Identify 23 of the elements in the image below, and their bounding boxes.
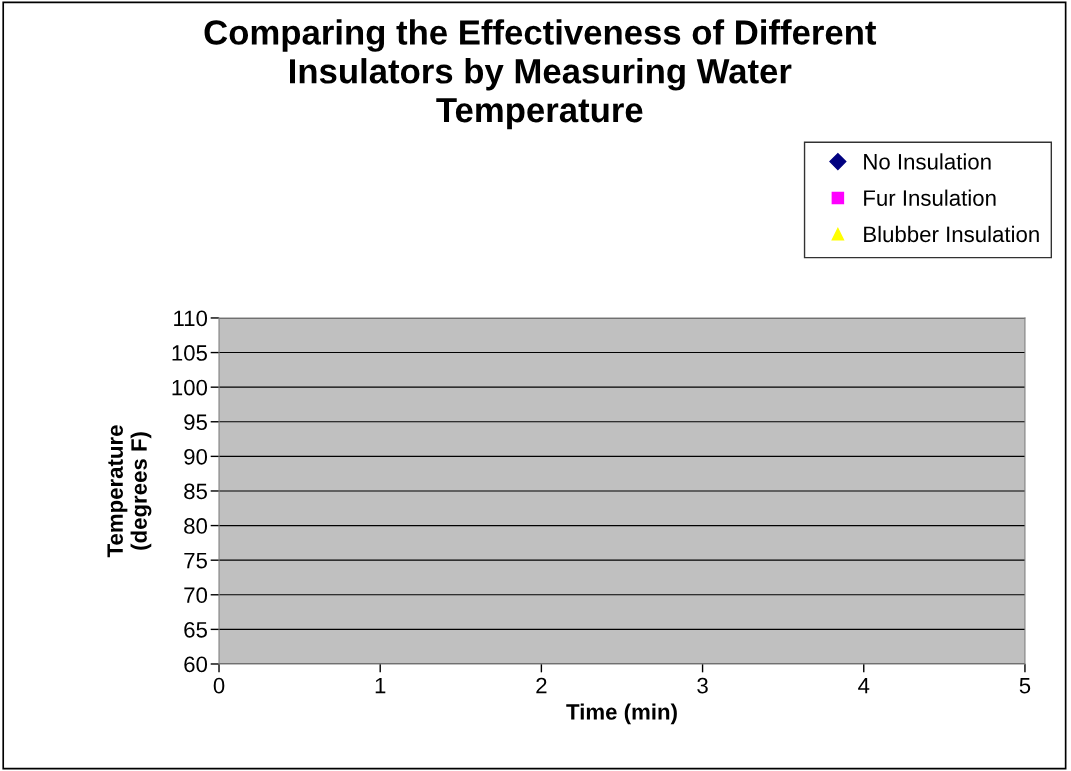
legend-label: Blubber Insulation (864, 225, 1039, 243)
y-tick-label: 65 (184, 621, 207, 638)
x-tick-label: 0 (213, 677, 225, 694)
y-tick-label: 95 (184, 414, 207, 431)
y-tick-label: 105 (172, 345, 207, 361)
y-tick-label: 70 (184, 587, 208, 604)
x-tick-label: 2 (536, 677, 547, 694)
legend-label: Fur Insulation (864, 189, 996, 206)
x-tick-label: 1 (375, 678, 386, 694)
y-tick-label: 75 (184, 552, 207, 569)
x-tick-label: 5 (1019, 678, 1031, 694)
y-tick-label: 100 (172, 379, 208, 396)
y-tick-label: 90 (184, 448, 208, 465)
chart-title: Comparing the Effectiveness of Different Insulators by Measuring Water Temperature (204, 19, 877, 130)
x-tick-label: 4 (858, 678, 870, 694)
y-tick-label: 60 (184, 656, 208, 673)
y-tick-label: 110 (174, 310, 208, 327)
legend-label: No Insulation (864, 153, 991, 170)
y-axis-title: Temperature (degrees F) (107, 425, 152, 558)
x-tick-label: 3 (697, 677, 708, 694)
y-tick-label: 80 (184, 518, 208, 534)
x-axis-title: Time (min) (566, 703, 677, 725)
y-tick-label: 85 (184, 483, 207, 500)
